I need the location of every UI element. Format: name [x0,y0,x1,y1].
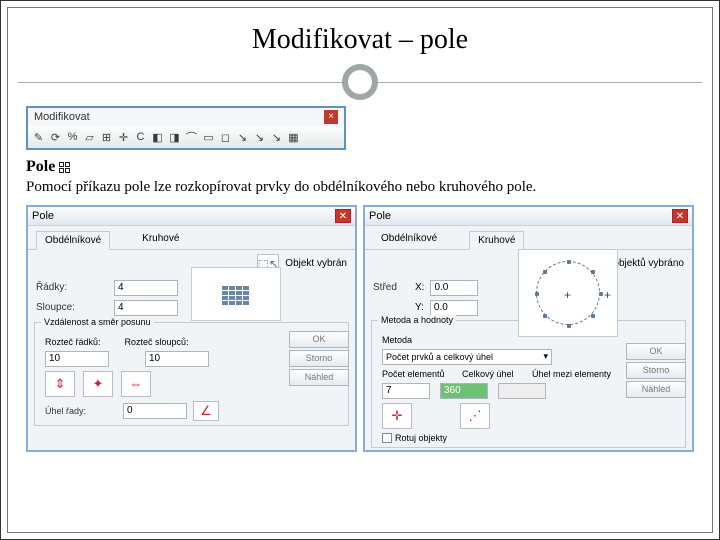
preview-button[interactable]: Náhled [626,381,686,398]
row-spacing-label: Rozteč řádků: [45,337,101,347]
pick-both-icon[interactable]: ✦ [83,371,113,397]
tb-icon-14[interactable]: ↘ [268,128,285,146]
divider [8,64,712,104]
center-x-input[interactable] [430,280,478,296]
dialog-title: Pole [369,210,391,222]
pole-heading: Pole [26,158,694,176]
close-icon[interactable]: ✕ [672,209,688,223]
dialog-title: Pole [32,210,54,222]
tb-icon-6[interactable]: C [132,128,149,146]
plus-icon: + [564,288,571,302]
chevron-down-icon: ▾ [543,351,548,362]
rect-preview [191,267,281,321]
rows-label: Řádky: [36,282,108,293]
tb-icon-4[interactable]: ⊞ [98,128,115,146]
cancel-button[interactable]: Storno [626,362,686,379]
selection-info: Objekt vybrán [285,258,347,269]
tab-rectangular[interactable]: Obdélníkové [373,230,445,249]
rows-input[interactable] [114,280,178,296]
close-icon[interactable]: × [324,110,338,124]
method-label: Metoda [382,335,412,345]
tb-icon-5[interactable]: ✛ [115,128,132,146]
angle-label: Úhel řady: [45,406,117,416]
pick-angle-icon[interactable]: ∠ [193,401,219,421]
preview-button[interactable]: Náhled [289,369,349,386]
dialog-circular: Pole ✕ Obdélníkové Kruhové ⬚↖ 0 objektů … [363,205,694,452]
tb-icon-9[interactable]: ⌒ [183,128,200,146]
cancel-button[interactable]: Storno [289,350,349,367]
tb-icon-13[interactable]: ↘ [251,128,268,146]
tb-icon-8[interactable]: ◨ [166,128,183,146]
slide-title: Modifikovat – pole [8,8,712,64]
tb-icon-2[interactable]: % [64,128,81,146]
angle-input[interactable] [123,403,187,419]
between-angle-input [498,383,546,399]
count-label: Počet elementů [382,369,452,379]
method-combo[interactable]: Počet prvků a celkový úhel▾ [382,349,552,365]
tb-icon-15[interactable]: ▦ [285,128,302,146]
tb-icon-0[interactable]: ✎ [30,128,47,146]
pick-col-icon[interactable]: ⇔ [121,371,151,397]
tb-icon-10[interactable]: ▭ [200,128,217,146]
circle-badge-icon [342,64,378,100]
x-label: X: [415,282,424,293]
tb-icon-11[interactable]: ◻ [217,128,234,146]
center-y-input[interactable] [430,300,478,316]
row-spacing-input[interactable] [45,351,109,367]
count-input[interactable] [382,383,430,399]
pick-center-icon[interactable]: ✛ [382,403,412,429]
ok-button[interactable]: OK [626,343,686,360]
pick-row-icon[interactable]: ⇕ [45,371,75,397]
tb-icon-7[interactable]: ◧ [149,128,166,146]
cols-input[interactable] [114,300,178,316]
offset-group-title: Vzdálenost a směr posunu [41,317,154,327]
tb-icon-12[interactable]: ↘ [234,128,251,146]
circ-preview: + + [518,249,618,337]
center-label: Střed [373,282,409,293]
tab-circular[interactable]: Kruhové [469,231,524,250]
cols-label: Sloupce: [36,302,108,313]
pole-description: Pomocí příkazu pole lze rozkopírovat prv… [26,178,694,197]
modify-toolbar: Modifikovat × ✎ ⟳ % ▱ ⊞ ✛ C ◧ ◨ ⌒ ▭ ◻ ↘ … [26,106,346,150]
total-angle-input[interactable] [440,383,488,399]
col-spacing-label: Rozteč sloupců: [125,337,189,347]
plus-icon: + [604,288,611,302]
col-spacing-input[interactable] [145,351,209,367]
tb-icon-1[interactable]: ⟳ [47,128,64,146]
tab-rectangular[interactable]: Obdélníkové [36,231,110,250]
pick-angle-icon[interactable]: ⋰ [460,403,490,429]
method-group-title: Metoda a hodnoty [378,315,456,325]
toolbar-icons: ✎ ⟳ % ▱ ⊞ ✛ C ◧ ◨ ⌒ ▭ ◻ ↘ ↘ ↘ ▦ [28,126,344,148]
y-label: Y: [415,302,424,313]
total-angle-label: Celkový úhel [462,369,522,379]
ok-button[interactable]: OK [289,331,349,348]
between-angle-label: Úhel mezi elementy [532,369,611,379]
close-icon[interactable]: ✕ [335,209,351,223]
toolbar-title: Modifikovat [34,111,90,123]
dialog-rectangular: Pole ✕ Obdélníkové Kruhové ⬚↖ Objekt vyb… [26,205,357,452]
array-icon [59,162,70,173]
rotate-checkbox[interactable] [382,433,392,443]
rotate-label: Rotuj objekty [395,433,447,443]
tab-circular[interactable]: Kruhové [134,230,187,249]
tb-icon-3[interactable]: ▱ [81,128,98,146]
